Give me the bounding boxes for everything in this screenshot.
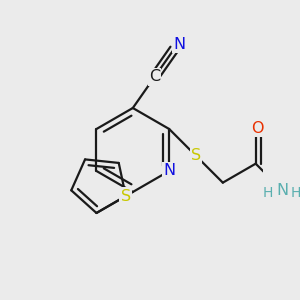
Text: H: H	[262, 186, 273, 200]
Text: C: C	[149, 69, 160, 84]
Text: N: N	[163, 164, 175, 178]
Text: N: N	[276, 183, 289, 198]
Text: O: O	[251, 121, 263, 136]
Text: S: S	[121, 189, 131, 204]
Text: S: S	[191, 148, 201, 163]
Text: N: N	[173, 37, 185, 52]
Text: H: H	[290, 186, 300, 200]
